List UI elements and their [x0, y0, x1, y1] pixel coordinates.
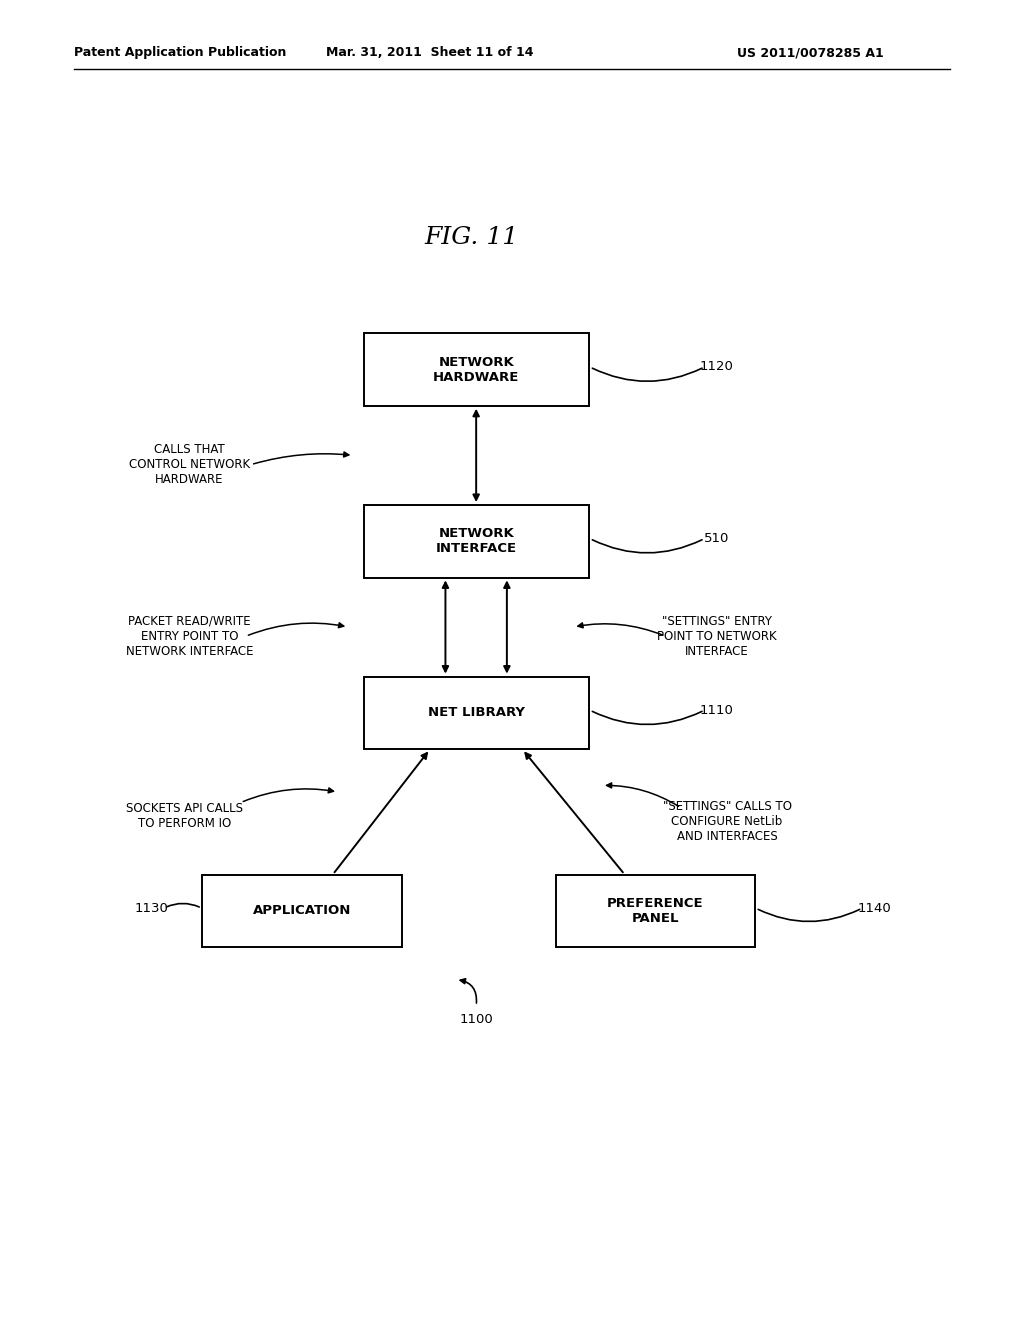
Text: NET LIBRARY: NET LIBRARY [428, 706, 524, 719]
Text: NETWORK
INTERFACE: NETWORK INTERFACE [435, 527, 517, 556]
Text: 1120: 1120 [699, 360, 734, 374]
Text: FIG. 11: FIG. 11 [424, 226, 518, 249]
Bar [555, 874, 756, 948]
Text: 1100: 1100 [460, 1012, 493, 1026]
Bar [364, 504, 589, 578]
Text: PACKET READ/WRITE
ENTRY POINT TO
NETWORK INTERFACE: PACKET READ/WRITE ENTRY POINT TO NETWORK… [126, 615, 253, 657]
Text: "SETTINGS" ENTRY
POINT TO NETWORK
INTERFACE: "SETTINGS" ENTRY POINT TO NETWORK INTERF… [657, 615, 776, 657]
Bar [202, 874, 401, 948]
Text: 1130: 1130 [134, 902, 169, 915]
Text: "SETTINGS" CALLS TO
CONFIGURE NetLib
AND INTERFACES: "SETTINGS" CALLS TO CONFIGURE NetLib AND… [663, 800, 792, 842]
Text: NETWORK
HARDWARE: NETWORK HARDWARE [433, 355, 519, 384]
Bar [364, 333, 589, 407]
Text: 1110: 1110 [699, 704, 734, 717]
Text: 510: 510 [705, 532, 729, 545]
Text: US 2011/0078285 A1: US 2011/0078285 A1 [737, 46, 884, 59]
Bar [364, 676, 589, 750]
Text: Patent Application Publication: Patent Application Publication [74, 46, 286, 59]
Text: CALLS THAT
CONTROL NETWORK
HARDWARE: CALLS THAT CONTROL NETWORK HARDWARE [129, 444, 250, 486]
Text: 1140: 1140 [858, 902, 891, 915]
Text: APPLICATION: APPLICATION [253, 904, 351, 917]
Text: SOCKETS API CALLS
TO PERFORM IO: SOCKETS API CALLS TO PERFORM IO [126, 801, 243, 830]
Text: PREFERENCE
PANEL: PREFERENCE PANEL [607, 896, 703, 925]
Text: Mar. 31, 2011  Sheet 11 of 14: Mar. 31, 2011 Sheet 11 of 14 [327, 46, 534, 59]
